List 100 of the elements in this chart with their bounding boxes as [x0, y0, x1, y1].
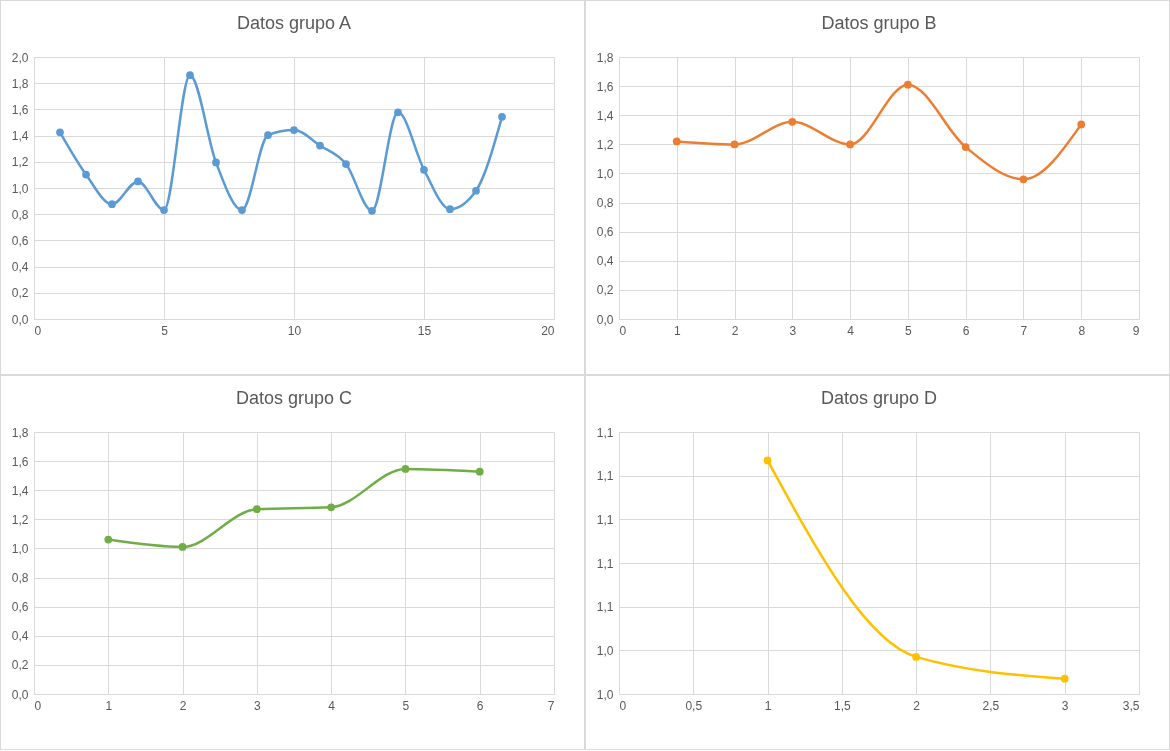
- point: [82, 170, 90, 179]
- point: [212, 158, 220, 167]
- point: [420, 165, 428, 174]
- y-tick-label: 1,0: [596, 687, 614, 702]
- y-tick-label: 1,4: [11, 129, 29, 144]
- x-tick-label: 5: [161, 323, 169, 338]
- x-tick-label: 4: [328, 698, 336, 713]
- y-tick-label: 0,6: [11, 233, 29, 248]
- y-tick-label: 1,4: [11, 483, 29, 498]
- y-tick-label: 1,0: [11, 181, 29, 196]
- x-tick-label: 3: [789, 323, 797, 338]
- y-tick-label: 0,2: [11, 658, 29, 673]
- y-tick-label: 1,2: [596, 137, 614, 152]
- y-tick-label: 1,1: [596, 556, 614, 571]
- x-tick-label: 4: [847, 323, 855, 338]
- y-tick-label: 0,2: [596, 283, 614, 298]
- chart-title: Datos grupo A: [236, 13, 352, 33]
- x-tick-label: 8: [1078, 323, 1086, 338]
- x-tick-label: 15: [417, 323, 432, 338]
- y-tick-label: 0,4: [11, 629, 29, 644]
- point: [108, 200, 116, 209]
- y-tick-label: 1,4: [596, 108, 614, 123]
- x-tick-label: 0: [34, 698, 42, 713]
- y-tick-label: 1,8: [11, 425, 29, 440]
- y-tick-label: 1,0: [596, 643, 614, 658]
- point: [178, 543, 187, 551]
- y-tick-label: 1,2: [11, 155, 29, 170]
- point: [394, 108, 402, 117]
- x-tick-label: 1: [673, 323, 681, 338]
- point: [134, 177, 142, 186]
- x-tick-label: 3,5: [1122, 698, 1140, 713]
- y-tick-label: 1,6: [596, 79, 614, 94]
- point: [342, 160, 350, 168]
- y-tick-label: 1,1: [596, 600, 614, 615]
- chart-title: Datos grupo D: [820, 388, 938, 408]
- y-tick-label: 1,1: [596, 425, 614, 440]
- y-tick-label: 0,8: [596, 196, 614, 211]
- chart-title: Datos grupo C: [235, 388, 353, 408]
- point: [290, 126, 298, 134]
- point: [912, 653, 921, 661]
- y-tick-label: 0,4: [596, 254, 614, 269]
- point: [327, 503, 336, 512]
- x-tick-label: 1: [105, 698, 113, 713]
- x-tick-label: 10: [287, 323, 302, 338]
- y-tick-label: 1,1: [596, 512, 614, 527]
- y-tick-label: 0,6: [596, 225, 614, 240]
- x-tick-label: 1: [764, 698, 772, 713]
- y-tick-label: 2,0: [11, 50, 29, 65]
- y-tick-label: 0,0: [11, 312, 29, 327]
- point: [1019, 175, 1028, 184]
- x-tick-label: 7: [547, 698, 555, 713]
- point: [472, 186, 480, 195]
- y-tick-label: 0,0: [596, 312, 614, 327]
- x-tick-label: 5: [402, 698, 410, 713]
- x-tick-label: 0: [34, 323, 42, 338]
- y-tick-label: 0,0: [11, 687, 29, 702]
- point: [788, 117, 797, 126]
- point: [264, 131, 272, 139]
- x-tick-label: 0,5: [685, 698, 703, 713]
- point: [368, 206, 376, 215]
- point: [446, 205, 454, 214]
- point: [104, 535, 113, 544]
- point: [1060, 674, 1069, 683]
- point: [672, 137, 681, 146]
- x-tick-label: 2: [913, 698, 921, 713]
- x-tick-label: 6: [476, 698, 484, 713]
- x-tick-label: 0: [619, 323, 627, 338]
- y-tick-label: 1,6: [11, 102, 29, 117]
- y-tick-label: 0,8: [11, 207, 29, 222]
- x-tick-label: 9: [1132, 323, 1140, 338]
- point: [401, 465, 410, 473]
- point: [961, 143, 970, 151]
- y-tick-label: 0,4: [11, 260, 29, 275]
- point: [252, 505, 261, 514]
- y-tick-label: 1,8: [11, 76, 29, 91]
- y-tick-label: 1,6: [11, 454, 29, 469]
- point: [56, 128, 64, 137]
- chart-title: Datos grupo B: [821, 13, 937, 33]
- x-tick-label: 5: [905, 323, 913, 338]
- x-tick-label: 7: [1020, 323, 1028, 338]
- x-tick-label: 1,5: [834, 698, 852, 713]
- y-tick-label: 1,8: [596, 50, 614, 65]
- point: [316, 141, 324, 150]
- y-tick-label: 0,8: [11, 571, 29, 586]
- x-tick-label: 3: [254, 698, 262, 713]
- point: [160, 206, 168, 214]
- x-tick-label: 2,5: [982, 698, 1000, 713]
- point: [904, 80, 912, 89]
- y-tick-label: 1,1: [596, 469, 614, 484]
- point: [475, 467, 484, 476]
- point: [238, 206, 246, 214]
- x-tick-label: 2: [731, 323, 739, 338]
- x-tick-label: 3: [1061, 698, 1069, 713]
- point: [763, 456, 772, 465]
- y-tick-label: 0,6: [11, 600, 29, 615]
- point: [1077, 120, 1086, 129]
- y-tick-label: 1,2: [11, 512, 29, 527]
- point: [730, 140, 739, 149]
- x-tick-label: 2: [179, 698, 187, 713]
- point: [186, 71, 194, 80]
